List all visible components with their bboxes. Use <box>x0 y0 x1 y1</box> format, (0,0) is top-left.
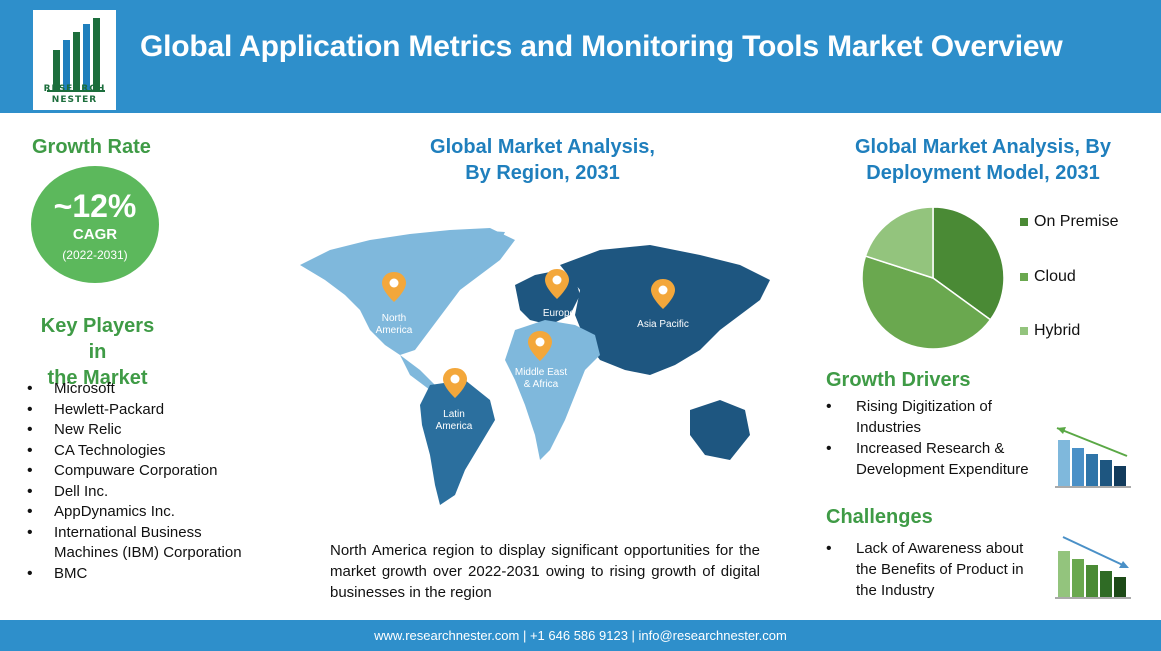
map-mea <box>505 320 600 460</box>
legend-swatch <box>1020 272 1028 281</box>
legend-swatch <box>1020 217 1028 226</box>
logo-text-nester: NESTER <box>51 95 98 105</box>
list-item: Compuware Corporation <box>27 461 247 482</box>
list-item: Rising Digitization of Industries <box>826 396 1051 438</box>
map-central-america <box>400 355 440 392</box>
cagr-badge: ~12% CAGR (2022-2031) <box>31 166 159 283</box>
logo-bars-icon <box>47 18 105 92</box>
list-item: Dell Inc. <box>27 482 247 503</box>
label-mea-1: Middle East <box>515 367 567 378</box>
deployment-heading: Global Market Analysis, By Deployment Mo… <box>818 134 1148 186</box>
label-latin-america-2: America <box>436 421 473 432</box>
list-item: New Relic <box>27 420 247 441</box>
legend-label: Cloud <box>1034 268 1076 285</box>
list-item: International Business Machines (IBM) Co… <box>27 523 247 564</box>
map-latin-america <box>420 380 495 505</box>
challenges-heading: Challenges <box>826 506 933 528</box>
label-europe: Europe <box>543 308 576 319</box>
region-description: North America region to display signific… <box>330 542 760 601</box>
map-pin-icon <box>528 331 552 361</box>
map-pin-icon <box>651 279 675 309</box>
legend-hybrid: Hybrid <box>1020 322 1080 340</box>
list-item: Increased Research & Development Expendi… <box>826 438 1051 480</box>
list-item: CA Technologies <box>27 441 247 462</box>
declining-bars-icon <box>1055 536 1131 599</box>
map-pin-icon <box>443 368 467 398</box>
region-heading-line1: Global Market Analysis, <box>430 136 655 158</box>
deployment-heading-line1: Global Market Analysis, By <box>854 136 1111 158</box>
cagr-period: (2022-2031) <box>62 248 128 262</box>
list-item: Lack of Awareness about the Benefits of … <box>826 538 1046 601</box>
list-item: Hewlett-Packard <box>27 400 247 421</box>
region-heading: Global Market Analysis, By Region, 2031 <box>390 134 695 186</box>
header-banner: RESEARCH NESTER Global Application Metri… <box>0 0 1161 113</box>
world-map: North America Europe Asia Pacific Middle… <box>300 228 770 505</box>
cagr-value: ~12% <box>53 188 137 224</box>
legend-label: On Premise <box>1034 213 1119 230</box>
cagr-label: CAGR <box>72 226 118 243</box>
key-players-list: Microsoft Hewlett-Packard New Relic CA T… <box>27 379 247 584</box>
rising-bars-icon <box>1055 427 1131 488</box>
growth-drivers-list: Rising Digitization of Industries Increa… <box>826 396 1051 480</box>
map-pin-icon <box>545 269 569 299</box>
challenges-list: Lack of Awareness about the Benefits of … <box>826 538 1046 601</box>
legend-cloud: Cloud <box>1020 268 1076 286</box>
growth-rate-heading: Growth Rate <box>32 136 151 158</box>
research-nester-logo: RESEARCH NESTER <box>33 10 116 110</box>
map-asia-pacific <box>560 245 770 375</box>
region-heading-line2: By Region, 2031 <box>465 162 620 184</box>
label-north-america-2: America <box>376 325 413 336</box>
map-pin-icon <box>382 272 406 302</box>
map-australia <box>690 400 750 460</box>
list-item: BMC <box>27 564 247 585</box>
pie-slice-cloud <box>861 255 992 350</box>
label-north-america-1: North <box>382 313 406 324</box>
growth-drivers-heading: Growth Drivers <box>826 369 971 391</box>
page-title: Global Application Metrics and Monitorin… <box>140 30 1063 63</box>
map-greenland <box>450 230 505 260</box>
list-item: Microsoft <box>27 379 247 400</box>
pie-slice-on-premise <box>932 206 1005 321</box>
legend-on-premise: On Premise <box>1020 213 1118 231</box>
legend-swatch <box>1020 326 1028 335</box>
logo-text-research: RESEARCH <box>43 84 106 94</box>
footer-bar: www.researchnester.com | +1 646 586 9123… <box>0 620 1161 651</box>
map-north-america <box>300 228 515 355</box>
legend-label: Hybrid <box>1034 322 1081 339</box>
label-mea-2: & Africa <box>524 379 559 390</box>
deployment-pie-chart <box>861 206 1005 350</box>
label-latin-america-1: Latin <box>443 409 465 420</box>
pie-slice-hybrid <box>864 206 934 280</box>
list-item: AppDynamics Inc. <box>27 502 247 523</box>
deployment-heading-line2: Deployment Model, 2031 <box>866 162 1100 184</box>
label-asia-pacific: Asia Pacific <box>637 319 689 330</box>
key-players-heading-line1: Key Players in <box>40 315 155 363</box>
